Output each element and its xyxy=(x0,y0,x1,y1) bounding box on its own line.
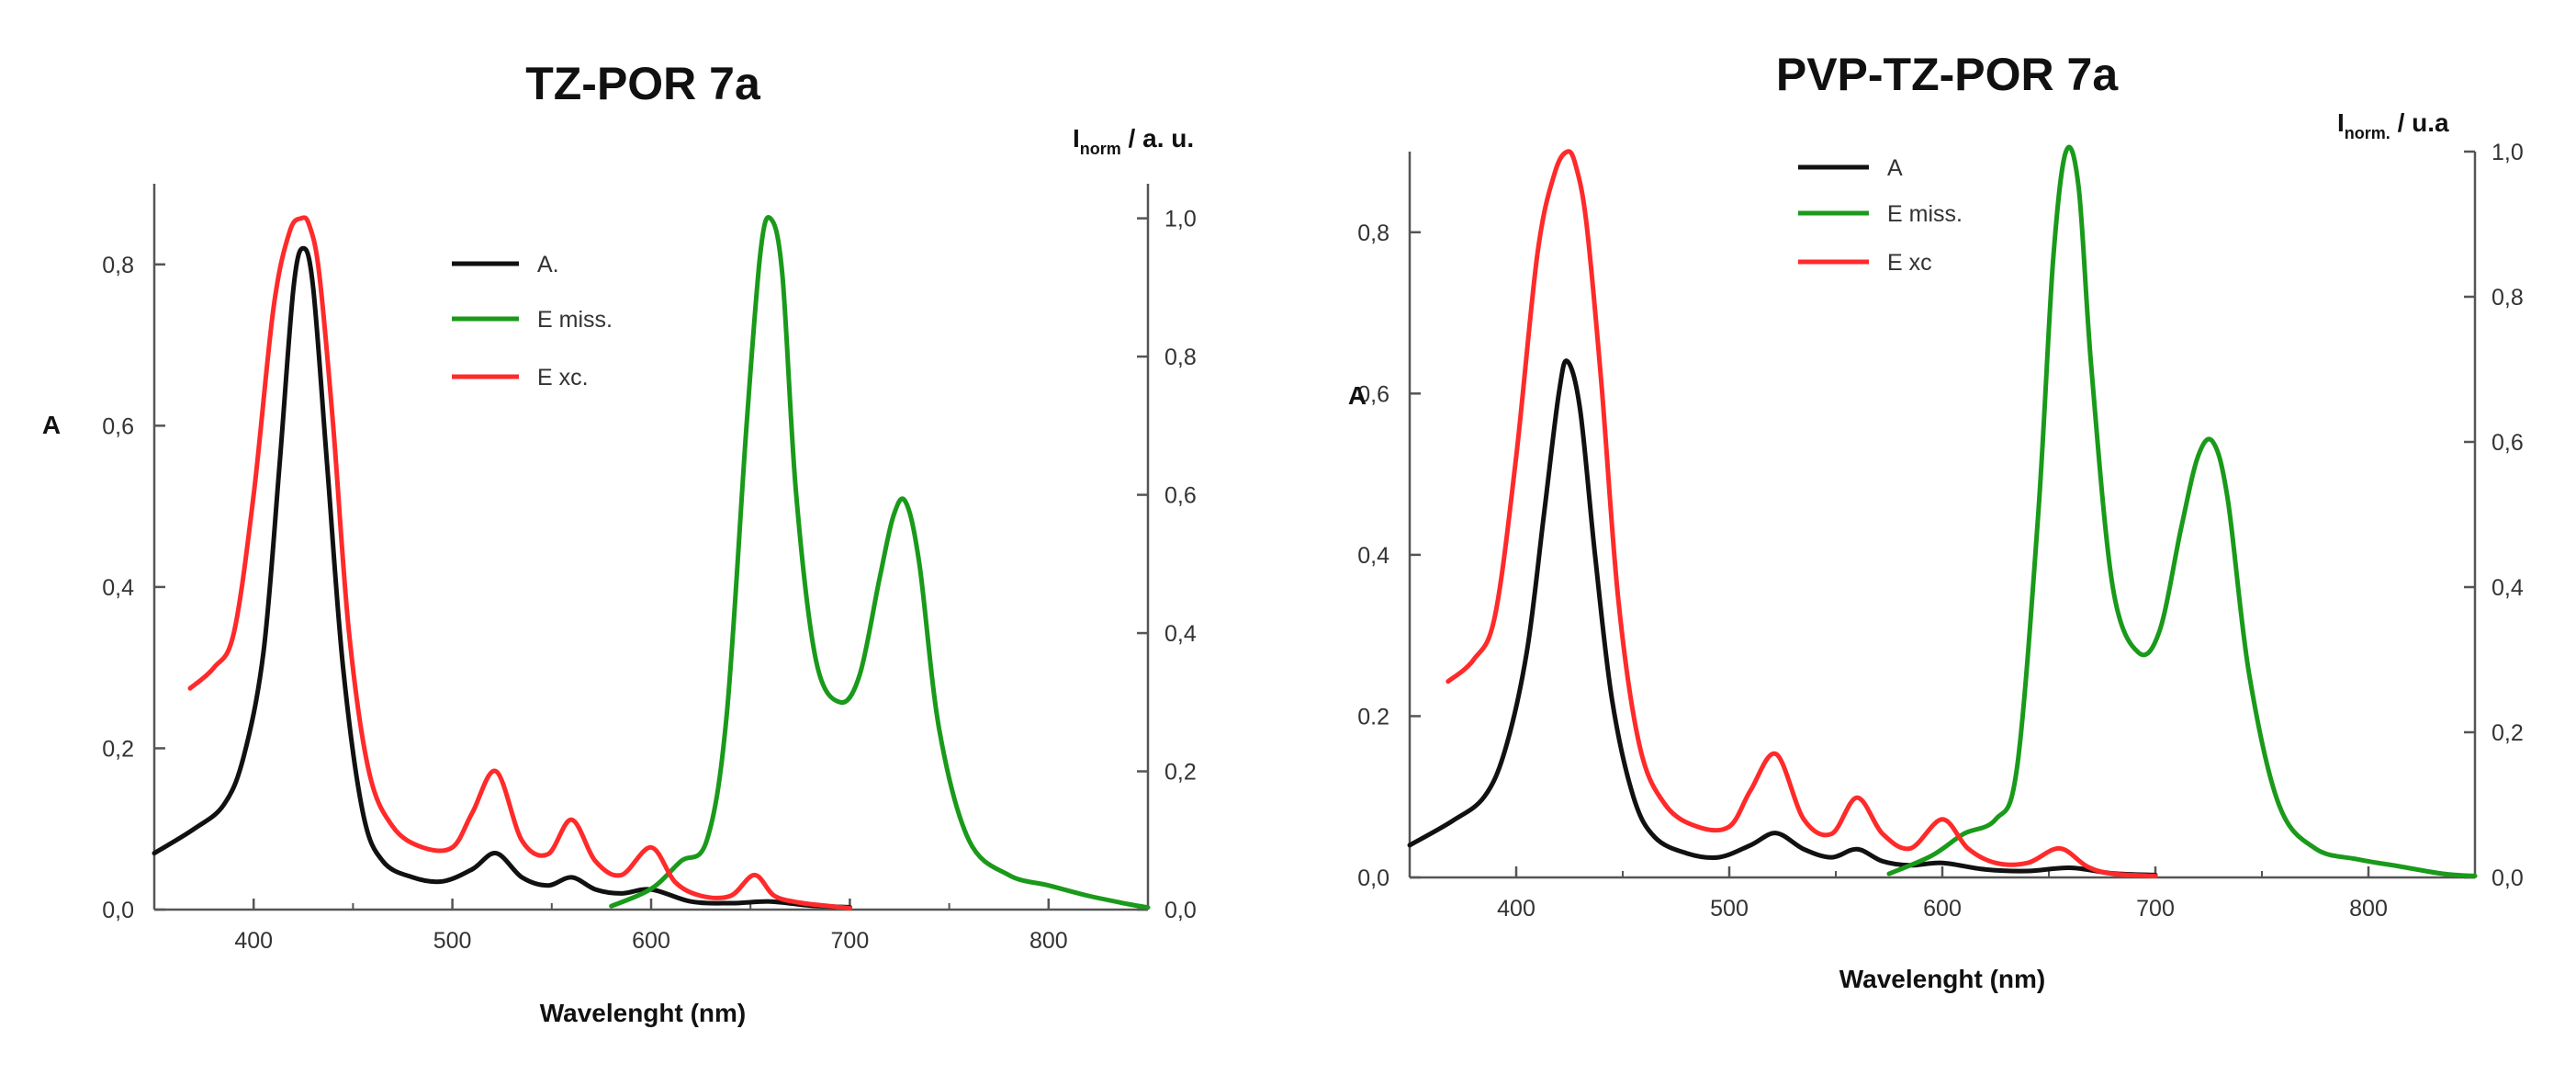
y2-tick-label: 0,2 xyxy=(1164,760,1197,786)
legend-label-emission: E miss. xyxy=(537,307,613,333)
y2-label-main: I xyxy=(1073,124,1080,153)
y-tick-label: 0,6 xyxy=(102,413,134,439)
y2-tick-label: 0,6 xyxy=(2492,430,2524,456)
legend: A E miss. E xc xyxy=(1798,155,1963,276)
y-tick-label: 0.2 xyxy=(1357,704,1389,730)
y2-label-rest: / a. u. xyxy=(1121,124,1194,153)
y2-label-main: I xyxy=(2337,108,2345,137)
y-tick-label: 0,6 xyxy=(1357,381,1389,407)
x-tick-label: 600 xyxy=(1923,896,1962,922)
y2-tick-label: 0,0 xyxy=(1164,898,1197,923)
x-tick-label: 600 xyxy=(632,928,670,954)
series-line-excitation xyxy=(1445,149,2158,878)
x-tick-label: 700 xyxy=(2136,896,2175,922)
y-tick-label: 0,0 xyxy=(1357,865,1389,891)
x-tick-label: 500 xyxy=(433,928,472,954)
y2-label-sub: norm xyxy=(1080,140,1121,158)
legend-label-excitation: E xc. xyxy=(537,365,589,390)
y2-tick-label: 0,2 xyxy=(2492,720,2524,746)
y2-axis-label: Inorm. / u.a xyxy=(2337,108,2449,142)
x-axis-label: Wavelenght (nm) xyxy=(540,999,747,1027)
series-line-absorbance xyxy=(152,245,852,910)
chart-title: PVP-TZ-POR 7a xyxy=(1776,49,2119,100)
y2-tick-label: 1,0 xyxy=(1164,207,1197,232)
legend: A. E miss. E xc. xyxy=(452,252,613,390)
x-tick-label: 800 xyxy=(2349,896,2388,922)
series-line-absorbance xyxy=(1407,358,2158,877)
x-tick-label: 400 xyxy=(234,928,273,954)
x-axis-label: Wavelenght (nm) xyxy=(1839,965,2046,993)
y-tick-label: 0,4 xyxy=(1357,543,1389,569)
x-tick-label: 400 xyxy=(1497,896,1535,922)
y-axis-label: A xyxy=(1348,381,1367,410)
chart-title: TZ-POR 7a xyxy=(525,58,761,109)
panel-right: PVP-TZ-POR 7a 400 500 600 700 800 0,0 0.2 0,4 0… xyxy=(1348,49,2524,993)
y2-tick-label: 0,0 xyxy=(2492,865,2524,891)
y2-tick-label: 0,4 xyxy=(1164,621,1197,647)
y2-tick-label: 0,8 xyxy=(1164,345,1197,370)
series-line-excitation xyxy=(187,215,852,911)
x-tick-label: 800 xyxy=(1029,928,1068,954)
x-tick-label: 500 xyxy=(1710,896,1749,922)
y2-tick-label: 0,6 xyxy=(1164,483,1197,509)
legend-label-excitation: E xc xyxy=(1887,250,1932,276)
x-tick-label: 700 xyxy=(831,928,870,954)
y2-label-sub: norm. xyxy=(2345,124,2390,142)
y-tick-label: 0,8 xyxy=(102,253,134,278)
y-tick-label: 0,2 xyxy=(102,736,134,762)
y2-tick-label: 0,8 xyxy=(2492,285,2524,311)
panel-left: TZ-POR 7a 400 500 600 700 800 0,0 0,2 0,4 0,6 0,… xyxy=(42,58,1197,1027)
legend-label-emission: E miss. xyxy=(1887,201,1963,227)
y2-axis-label: Inorm / a. u. xyxy=(1073,124,1194,158)
series-line-emission xyxy=(609,215,1151,911)
legend-label-absorbance: A. xyxy=(537,252,559,277)
series-line-emission xyxy=(1886,144,2478,878)
y-axis-label: A xyxy=(42,411,61,439)
y2-tick-label: 0,4 xyxy=(2492,575,2524,601)
legend-label-absorbance: A xyxy=(1887,155,1903,181)
y-tick-label: 0,4 xyxy=(102,575,134,601)
y-tick-label: 0,8 xyxy=(1357,221,1389,246)
y-tick-label: 0,0 xyxy=(102,898,134,923)
y2-label-rest: / u.a xyxy=(2390,108,2449,137)
y2-tick-label: 1,0 xyxy=(2492,140,2524,165)
